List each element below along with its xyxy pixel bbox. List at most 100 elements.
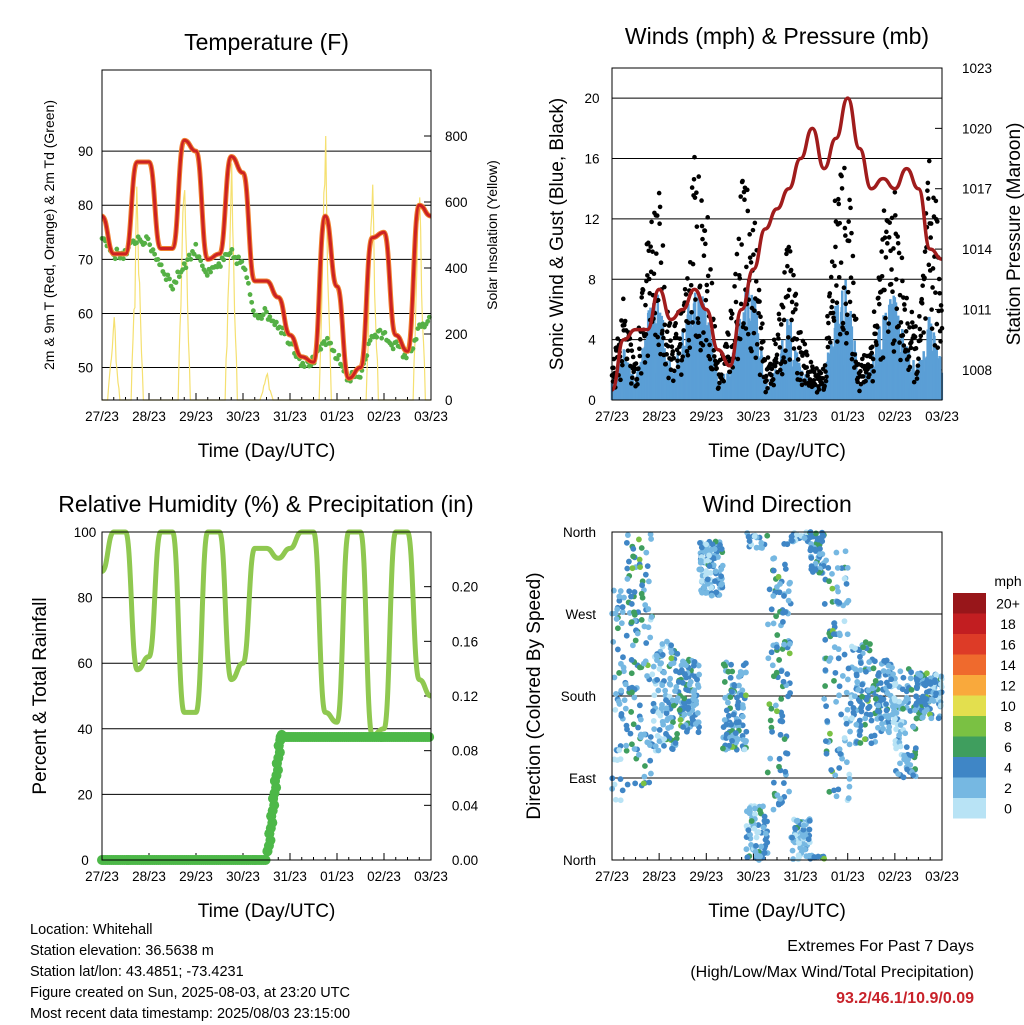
- direction-point: [846, 783, 853, 790]
- direction-point: [674, 695, 681, 702]
- direction-point: [681, 711, 688, 718]
- gust-point: [779, 371, 785, 377]
- direction-point: [770, 779, 777, 786]
- y2-tick-label: 1008: [962, 363, 992, 378]
- direction-point: [708, 592, 715, 599]
- direction-point: [862, 715, 869, 722]
- direction-point: [893, 745, 900, 752]
- direction-point: [790, 856, 797, 862]
- gust-point: [769, 372, 774, 378]
- dewpoint-point: [152, 251, 158, 257]
- direction-point: [673, 668, 679, 674]
- gust-point: [871, 369, 876, 374]
- direction-point: [908, 669, 914, 676]
- extremes-values: 93.2/46.1/10.9/0.09: [836, 990, 974, 1007]
- direction-point: [613, 690, 619, 697]
- gust-point: [721, 378, 727, 384]
- direction-point: [654, 732, 661, 739]
- direction-point: [821, 601, 828, 607]
- direction-point: [706, 552, 712, 559]
- direction-point: [639, 582, 646, 589]
- gust-point: [844, 330, 850, 336]
- gust-point: [874, 342, 879, 348]
- gust-point: [845, 289, 851, 295]
- direction-point: [692, 721, 699, 727]
- gust-point: [913, 346, 919, 351]
- direction-point: [770, 806, 777, 813]
- direction-point: [908, 686, 915, 693]
- gust-point: [831, 318, 837, 323]
- direction-point: [913, 715, 920, 722]
- direction-point: [794, 817, 801, 824]
- x-tick-label: 29/23: [689, 409, 723, 424]
- direction-point: [631, 609, 637, 616]
- direction-point: [896, 732, 903, 739]
- direction-point: [779, 718, 786, 725]
- x-tick-label: 02/23: [367, 869, 401, 884]
- x-tick-label: 29/23: [179, 409, 213, 424]
- direction-point: [657, 712, 664, 719]
- direction-point: [857, 653, 863, 660]
- gust-point: [636, 366, 641, 371]
- direction-point: [623, 539, 630, 546]
- gust-point: [643, 331, 649, 337]
- dewpoint-point: [244, 275, 250, 281]
- gust-point: [756, 310, 761, 316]
- y2-tick-label: 200: [445, 327, 468, 342]
- gust-point: [825, 344, 831, 350]
- colorbar-label: 10: [1000, 698, 1016, 714]
- gust-point: [882, 287, 887, 293]
- gust-point: [778, 322, 784, 327]
- direction-point: [694, 681, 701, 688]
- gust-point: [900, 333, 906, 338]
- gust-point: [695, 316, 701, 321]
- gust-point: [889, 215, 895, 221]
- gust-point: [642, 360, 648, 365]
- gust-point: [707, 356, 713, 362]
- gust-point: [911, 379, 917, 385]
- direction-point: [655, 687, 662, 694]
- gust-point: [707, 342, 712, 348]
- y-tick-label: 40: [77, 722, 92, 737]
- direction-point: [663, 697, 669, 704]
- direction-point: [653, 652, 660, 659]
- gust-point: [781, 355, 786, 360]
- gust-point: [751, 330, 757, 336]
- gust-point: [850, 253, 856, 259]
- direction-point: [883, 707, 890, 714]
- direction-point: [912, 707, 918, 714]
- direction-point: [853, 721, 860, 728]
- gust-point: [843, 233, 848, 238]
- gust-point: [880, 355, 886, 360]
- direction-point: [907, 675, 914, 682]
- direction-point: [913, 683, 920, 690]
- direction-point: [761, 813, 768, 820]
- gust-point: [618, 377, 623, 383]
- y2-tick-label: 600: [445, 195, 468, 210]
- y-axis-label: Direction (Colored By Speed): [524, 572, 545, 819]
- dewpoint-point: [173, 280, 179, 285]
- direction-point: [704, 580, 711, 587]
- direction-point: [899, 686, 906, 693]
- dewpoint-point: [198, 258, 204, 264]
- direction-point: [697, 566, 704, 573]
- gust-point: [907, 364, 913, 370]
- y-tick-label: 70: [78, 252, 93, 267]
- x-tick-label: 27/23: [595, 409, 629, 424]
- x-tick-label: 27/23: [595, 869, 629, 884]
- direction-point: [654, 657, 660, 664]
- x-tick-label: 29/23: [179, 869, 213, 884]
- colorbar-label: 12: [1000, 677, 1016, 693]
- direction-point: [628, 670, 635, 677]
- gust-point: [763, 373, 769, 379]
- gust-point: [786, 335, 791, 340]
- dewpoint-point: [227, 250, 233, 256]
- direction-point: [787, 690, 793, 696]
- gust-point: [870, 356, 876, 362]
- direction-point: [728, 688, 735, 695]
- direction-point: [841, 575, 848, 582]
- gust-point: [834, 283, 839, 288]
- direction-point: [745, 827, 752, 834]
- gust-point: [671, 368, 677, 374]
- gust-point: [885, 241, 890, 246]
